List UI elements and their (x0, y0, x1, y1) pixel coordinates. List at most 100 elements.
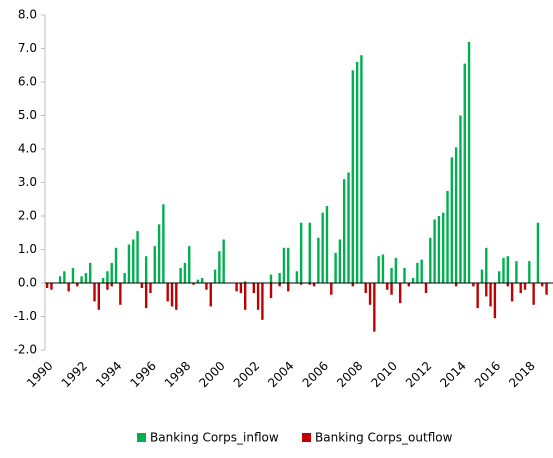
bar (386, 283, 389, 290)
bar (123, 272, 126, 283)
bar (377, 256, 380, 283)
bar (287, 283, 290, 292)
bar (188, 246, 191, 283)
bar (119, 283, 122, 305)
bar (515, 261, 518, 283)
bar (437, 216, 441, 283)
bar (351, 70, 355, 284)
bar (459, 115, 462, 283)
bar (338, 239, 342, 283)
bar (166, 283, 169, 302)
bar (523, 283, 527, 290)
bar (536, 222, 540, 283)
bar (256, 283, 260, 310)
bar (179, 267, 182, 283)
bar (506, 283, 509, 287)
legend-label: Banking Corps_inflow (150, 431, 279, 445)
bar (295, 271, 299, 283)
bar (368, 283, 372, 305)
bar (433, 219, 436, 283)
bar (84, 272, 88, 283)
bar (63, 271, 66, 283)
y-tick-label: 3.0 (18, 175, 37, 189)
bar (351, 283, 355, 287)
bar (144, 283, 148, 309)
bar (106, 271, 109, 283)
bar (476, 283, 479, 309)
bar (334, 252, 337, 283)
bar (502, 257, 505, 283)
y-tick-label: 7.0 (18, 41, 37, 55)
bar (89, 262, 92, 283)
bar (355, 61, 359, 284)
bar (101, 277, 105, 283)
bar (373, 283, 376, 332)
bar (149, 283, 152, 294)
bar (278, 272, 281, 283)
x-tick-label: 2004 (265, 359, 296, 390)
bar (282, 247, 286, 283)
x-tick-label: 2008 (334, 359, 365, 390)
bar (394, 257, 398, 283)
bar (411, 277, 415, 283)
bar (532, 283, 535, 305)
bar (528, 261, 531, 283)
bar (140, 283, 144, 289)
bar (390, 267, 393, 283)
bar (170, 283, 174, 307)
y-tick-label: 5.0 (18, 108, 37, 122)
bar (485, 247, 488, 283)
x-tick-label: 2014 (437, 359, 468, 390)
legend-label: Banking Corps_outflow (315, 431, 453, 445)
bar (317, 237, 320, 283)
bar (472, 283, 475, 287)
bar (330, 283, 333, 295)
bar (200, 277, 204, 283)
bar (67, 283, 70, 292)
bar (239, 283, 243, 294)
bar (45, 283, 49, 289)
bar (454, 283, 458, 287)
x-tick-label: 1994 (93, 359, 124, 390)
bar (485, 283, 488, 297)
bar (321, 212, 324, 283)
bar (213, 269, 217, 283)
bar (235, 283, 238, 292)
y-tick-label: 1.0 (18, 242, 37, 256)
bar (343, 179, 346, 283)
bar (58, 276, 62, 283)
bar (269, 283, 273, 299)
x-tick-label: 1996 (127, 359, 158, 390)
bar (183, 262, 187, 283)
y-tick-label: 8.0 (18, 8, 37, 22)
y-tick-label: -1.0 (14, 309, 37, 323)
bar (420, 259, 423, 283)
bar (76, 283, 79, 287)
bar (93, 283, 96, 302)
bar (467, 41, 471, 283)
bar (192, 283, 195, 285)
bar (114, 247, 118, 283)
bar (157, 224, 161, 283)
bar (308, 283, 311, 285)
bar (446, 190, 449, 283)
y-tick-label: 4.0 (18, 142, 37, 156)
bar (162, 204, 165, 283)
bar (218, 251, 221, 283)
bar (364, 283, 367, 294)
bar (153, 246, 156, 283)
bar (450, 157, 454, 283)
bar (71, 267, 75, 283)
bar (506, 256, 509, 283)
bar (463, 63, 466, 284)
bar (480, 269, 484, 283)
bar (136, 231, 139, 283)
bar (222, 239, 225, 283)
x-tick-label: 2016 (472, 359, 503, 390)
bar (205, 283, 208, 290)
y-tick-label: 0.0 (18, 276, 37, 290)
bar (424, 283, 428, 294)
bar (97, 283, 101, 310)
bar (429, 237, 432, 283)
